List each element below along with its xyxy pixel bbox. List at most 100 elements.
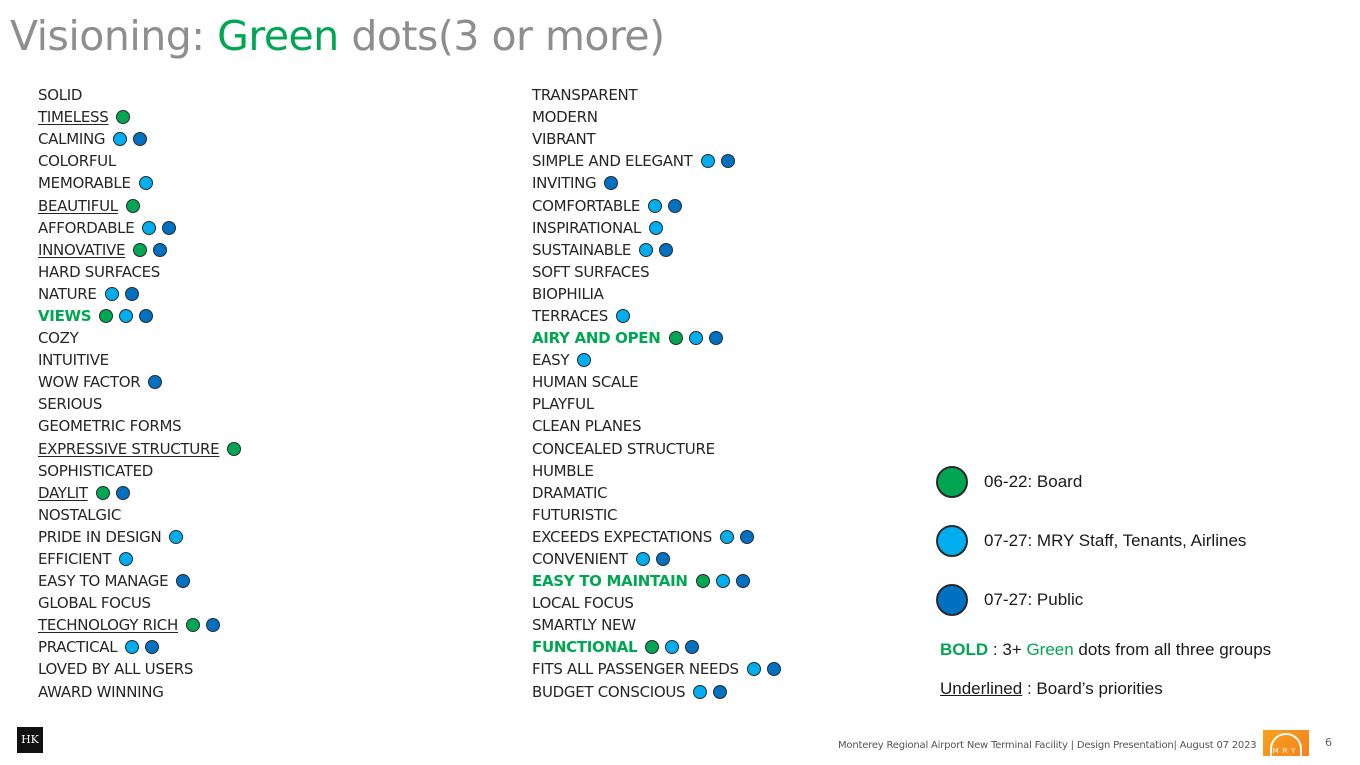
word-label: SOLID <box>38 86 83 105</box>
dot-group <box>695 574 756 589</box>
word-label: SOPHISTICATED <box>38 461 154 480</box>
light-blue-dot-icon <box>113 132 128 147</box>
word-label: PRACTICAL <box>38 638 118 657</box>
dot-group <box>104 286 145 301</box>
word-label: LOCAL FOCUS <box>532 594 634 613</box>
word-item: LOCAL FOCUS <box>532 592 932 614</box>
dark-blue-dot-icon <box>115 485 130 500</box>
word-item: FUTURISTIC <box>532 504 932 526</box>
green-dot-icon <box>645 640 660 655</box>
word-item: CONCEALED STRUCTURE <box>532 438 932 460</box>
word-item: LOVED BY ALL USERS <box>38 658 498 680</box>
light-blue-dot-icon <box>693 684 708 699</box>
legend-underline-note: Underlined : Board’s priorities <box>940 679 1163 698</box>
dot-group <box>116 110 136 125</box>
dark-blue-dot-icon <box>735 574 750 589</box>
word-label: BUDGET CONSCIOUS <box>532 682 686 701</box>
word-item: GLOBAL FOCUS <box>38 592 498 614</box>
word-item: PRACTICAL <box>38 636 498 658</box>
dark-blue-dot-icon <box>739 529 754 544</box>
word-label: SOFT SURFACES <box>532 262 650 281</box>
word-label: CONVENIENT <box>532 550 628 569</box>
dot-group <box>693 684 733 699</box>
dark-blue-dot-icon <box>936 584 968 616</box>
word-label: EASY <box>532 351 570 370</box>
word-item: MODERN <box>532 106 932 128</box>
firm-logo: HK <box>17 727 43 753</box>
dot-group <box>648 198 688 213</box>
word-item: SOPHISTICATED <box>38 460 498 482</box>
legend-staff: 07-27: MRY Staff, Tenants, Airlines <box>936 522 1246 560</box>
light-blue-dot-icon <box>715 574 730 589</box>
dot-group <box>648 220 669 235</box>
word-item: WOW FACTOR <box>38 371 498 393</box>
word-label: SUSTAINABLE <box>532 240 632 259</box>
light-blue-dot-icon <box>577 353 592 368</box>
word-label: HARD SURFACES <box>38 262 161 281</box>
word-item: SOFT SURFACES <box>532 261 932 283</box>
word-item: CALMING <box>38 128 498 150</box>
word-item: AIRY AND OPEN <box>532 327 932 349</box>
dark-blue-dot-icon <box>205 618 220 633</box>
word-label: AWARD WINNING <box>38 682 164 701</box>
word-item: VIBRANT <box>532 128 932 150</box>
word-item: BEAUTIFUL <box>38 194 498 216</box>
dot-group <box>148 375 168 390</box>
dark-blue-dot-icon <box>162 220 177 235</box>
word-item: NOSTALGIC <box>38 504 498 526</box>
word-label: FUTURISTIC <box>532 505 618 524</box>
word-item: TECHNOLOGY RICH <box>38 614 498 636</box>
word-label: INVITING <box>532 174 597 193</box>
word-label: PLAYFUL <box>532 395 594 414</box>
word-item: EASY TO MAINTAIN <box>532 570 932 592</box>
dot-group <box>185 618 226 633</box>
word-label: HUMBLE <box>532 461 594 480</box>
dark-blue-dot-icon <box>685 640 700 655</box>
word-label: FUNCTIONAL <box>532 638 638 657</box>
word-item: BUDGET CONSCIOUS <box>532 681 932 703</box>
dot-group <box>99 308 159 323</box>
dot-group <box>119 552 139 567</box>
word-label: EFFICIENT <box>38 550 112 569</box>
dot-group <box>604 176 624 191</box>
light-blue-dot-icon <box>665 640 680 655</box>
word-label: SIMPLE AND ELEGANT <box>532 152 693 171</box>
word-label: SERIOUS <box>38 395 103 414</box>
light-blue-dot-icon <box>119 552 134 567</box>
word-label: DAYLIT <box>38 483 88 502</box>
dot-group <box>133 242 173 257</box>
word-item: INSPIRATIONAL <box>532 217 932 239</box>
title-accent: Green <box>217 12 339 60</box>
word-label: INSPIRATIONAL <box>532 218 641 237</box>
word-label: LOVED BY ALL USERS <box>38 660 194 679</box>
legend-public: 07-27: Public <box>936 581 1246 619</box>
light-blue-dot-icon <box>648 220 663 235</box>
left-word-list: SOLID TIMELESS CALMING COLORFUL MEMORABLE BEA… <box>38 84 498 703</box>
word-item: COMFORTABLE <box>532 194 932 216</box>
dark-blue-dot-icon <box>145 640 160 655</box>
light-blue-dot-icon <box>639 242 654 257</box>
word-item: NATURE <box>38 283 498 305</box>
light-blue-dot-icon <box>635 552 650 567</box>
dark-blue-dot-icon <box>124 286 139 301</box>
legend-bold-note: BOLD : 3+ Green dots from all three grou… <box>940 640 1272 659</box>
word-item: EASY <box>532 349 932 371</box>
light-blue-dot-icon <box>125 640 140 655</box>
word-item: COLORFUL <box>38 150 498 172</box>
word-item: DAYLIT <box>38 482 498 504</box>
word-label: CALMING <box>38 130 106 149</box>
word-item: TRANSPARENT <box>532 84 932 106</box>
word-label: VIEWS <box>38 306 92 325</box>
dot-group <box>227 441 247 456</box>
light-blue-dot-icon <box>688 331 703 346</box>
legend: 06-22: Board 07-27: MRY Staff, Tenants, … <box>936 463 1246 640</box>
word-label: NOSTALGIC <box>38 505 121 524</box>
word-item: INTUITIVE <box>38 349 498 371</box>
word-label: WOW FACTOR <box>38 373 141 392</box>
dark-blue-dot-icon <box>153 242 168 257</box>
dark-blue-dot-icon <box>139 308 154 323</box>
light-blue-dot-icon <box>936 525 968 557</box>
dot-group <box>125 198 146 213</box>
word-label: EXPRESSIVE STRUCTURE <box>38 439 220 458</box>
word-item: INNOVATIVE <box>38 239 498 261</box>
